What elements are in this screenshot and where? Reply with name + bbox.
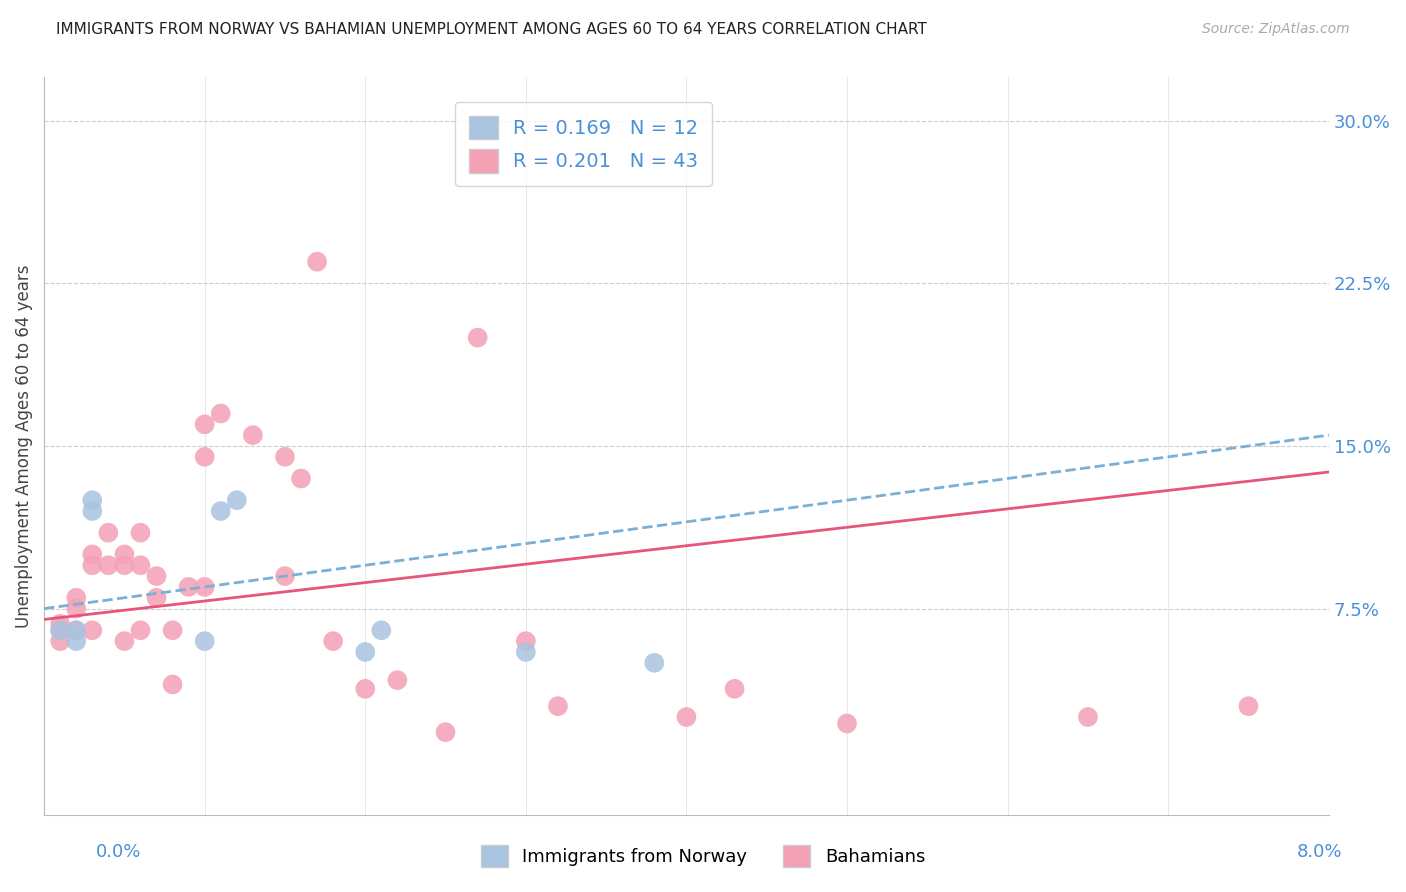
Point bbox=[209, 504, 232, 518]
Point bbox=[82, 624, 104, 638]
Point bbox=[225, 493, 247, 508]
Point bbox=[675, 710, 697, 724]
Point bbox=[354, 645, 377, 659]
Text: 0.0%: 0.0% bbox=[96, 843, 141, 861]
Point bbox=[194, 580, 217, 594]
Point bbox=[65, 601, 87, 615]
Point bbox=[162, 624, 184, 638]
Point bbox=[65, 591, 87, 605]
Point bbox=[307, 254, 329, 268]
Point bbox=[112, 558, 135, 573]
Point bbox=[162, 677, 184, 691]
Point bbox=[643, 656, 665, 670]
Point bbox=[49, 616, 72, 631]
Point bbox=[194, 634, 217, 648]
Point bbox=[129, 558, 152, 573]
Point bbox=[65, 624, 87, 638]
Point bbox=[515, 634, 537, 648]
Point bbox=[835, 716, 858, 731]
Point bbox=[112, 634, 135, 648]
Point bbox=[145, 569, 167, 583]
Point bbox=[97, 558, 120, 573]
Point bbox=[723, 681, 745, 696]
Point bbox=[194, 417, 217, 432]
Point bbox=[290, 471, 312, 485]
Point bbox=[112, 548, 135, 562]
Point bbox=[467, 330, 489, 344]
Point bbox=[274, 569, 297, 583]
Point bbox=[515, 645, 537, 659]
Point bbox=[177, 580, 200, 594]
Point bbox=[65, 624, 87, 638]
Point bbox=[387, 673, 409, 687]
Text: Source: ZipAtlas.com: Source: ZipAtlas.com bbox=[1202, 22, 1350, 37]
Point bbox=[1077, 710, 1099, 724]
Legend: Immigrants from Norway, Bahamians: Immigrants from Norway, Bahamians bbox=[474, 838, 932, 874]
Text: IMMIGRANTS FROM NORWAY VS BAHAMIAN UNEMPLOYMENT AMONG AGES 60 TO 64 YEARS CORREL: IMMIGRANTS FROM NORWAY VS BAHAMIAN UNEMP… bbox=[56, 22, 927, 37]
Point bbox=[209, 407, 232, 421]
Point bbox=[242, 428, 264, 442]
Point bbox=[82, 504, 104, 518]
Point bbox=[322, 634, 344, 648]
Point bbox=[1237, 699, 1260, 714]
Point bbox=[370, 624, 392, 638]
Point bbox=[194, 450, 217, 464]
Point bbox=[65, 634, 87, 648]
Point bbox=[97, 525, 120, 540]
Legend: R = 0.169   N = 12, R = 0.201   N = 43: R = 0.169 N = 12, R = 0.201 N = 43 bbox=[456, 102, 713, 186]
Y-axis label: Unemployment Among Ages 60 to 64 years: Unemployment Among Ages 60 to 64 years bbox=[15, 264, 32, 628]
Point bbox=[49, 624, 72, 638]
Point bbox=[547, 699, 569, 714]
Point bbox=[49, 634, 72, 648]
Point bbox=[354, 681, 377, 696]
Point bbox=[82, 548, 104, 562]
Point bbox=[434, 725, 457, 739]
Point bbox=[274, 450, 297, 464]
Point bbox=[49, 624, 72, 638]
Point bbox=[129, 525, 152, 540]
Point bbox=[82, 493, 104, 508]
Text: 8.0%: 8.0% bbox=[1298, 843, 1343, 861]
Point bbox=[145, 591, 167, 605]
Point bbox=[129, 624, 152, 638]
Point bbox=[82, 558, 104, 573]
